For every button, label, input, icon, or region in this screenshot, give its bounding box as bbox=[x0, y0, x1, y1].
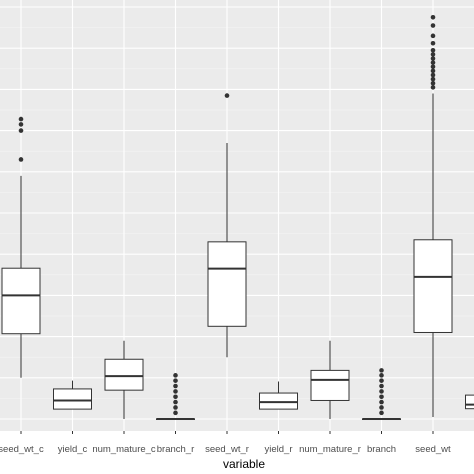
outlier-point bbox=[430, 80, 436, 86]
outlier-point bbox=[18, 157, 24, 162]
box-iqr bbox=[259, 392, 298, 410]
outlier-point bbox=[18, 116, 24, 122]
box-iqr bbox=[1, 267, 41, 335]
box-iqr bbox=[465, 394, 474, 410]
box-iqr bbox=[413, 239, 453, 333]
x-tick-label: branch_r bbox=[157, 444, 195, 455]
plot-panel bbox=[0, 0, 474, 431]
box-iqr bbox=[104, 358, 144, 391]
outlier-point bbox=[430, 40, 436, 46]
x-tick-label: num_mature_r bbox=[299, 444, 361, 455]
x-tick-label: num_mature_c bbox=[92, 444, 156, 455]
outlier-point bbox=[430, 68, 436, 74]
outlier-point bbox=[173, 394, 178, 400]
outlier-point bbox=[379, 368, 384, 373]
outlier-point bbox=[173, 405, 178, 410]
outlier-point bbox=[430, 76, 436, 82]
box-partial bbox=[465, 394, 474, 410]
box-seed_wt bbox=[413, 14, 453, 417]
outlier-point bbox=[379, 399, 384, 405]
outlier-point bbox=[379, 405, 384, 410]
outlier-point bbox=[379, 394, 384, 400]
outlier-point bbox=[379, 373, 384, 378]
outlier-point bbox=[430, 23, 436, 28]
outlier-point bbox=[173, 378, 178, 383]
x-tick-label: branch bbox=[367, 444, 396, 455]
outlier-point bbox=[18, 128, 24, 133]
outlier-point bbox=[430, 33, 436, 39]
outlier-point bbox=[173, 389, 178, 394]
outlier-point bbox=[379, 378, 384, 383]
outlier-point bbox=[173, 383, 178, 389]
outlier-point bbox=[379, 410, 384, 416]
box-iqr bbox=[310, 369, 350, 401]
outlier-point bbox=[430, 52, 436, 57]
x-tick-label: seed_wt_r bbox=[205, 444, 249, 455]
outlier-point bbox=[430, 56, 436, 61]
box-branch_r bbox=[156, 373, 195, 420]
outlier-point bbox=[173, 373, 178, 378]
x-tick-label: seed_wt_c bbox=[0, 444, 44, 455]
x-axis: seed_wt_c yield_c num_mature_c branch_r seed… bbox=[0, 431, 451, 455]
outlier-point bbox=[18, 122, 24, 127]
outlier-point bbox=[173, 410, 178, 416]
outlier-point bbox=[173, 399, 178, 405]
x-tick-label: yield_c bbox=[58, 444, 88, 455]
box-seed_wt_c bbox=[1, 116, 41, 378]
outlier-point bbox=[430, 64, 436, 70]
box-yield_r bbox=[259, 381, 298, 410]
x-tick-label: yield_r bbox=[265, 444, 293, 455]
box-iqr bbox=[53, 388, 92, 410]
outlier-point bbox=[224, 93, 230, 98]
outlier-point bbox=[379, 383, 384, 389]
box-yield_c bbox=[53, 380, 92, 410]
outlier-point bbox=[430, 14, 436, 20]
outlier-point bbox=[379, 389, 384, 394]
outlier-point bbox=[430, 60, 436, 65]
box-num_mature_r bbox=[310, 340, 350, 419]
outlier-point bbox=[430, 72, 436, 78]
box-iqr bbox=[207, 241, 247, 327]
box-seed_wt_r bbox=[207, 93, 247, 358]
box-num_mature_c bbox=[104, 340, 144, 419]
x-tick-label: seed_wt bbox=[415, 444, 451, 455]
box-branch bbox=[362, 368, 401, 420]
x-axis-title: variable bbox=[223, 457, 265, 471]
outlier-point bbox=[430, 85, 436, 90]
boxes-layer bbox=[1, 14, 474, 420]
outlier-point bbox=[430, 47, 436, 53]
